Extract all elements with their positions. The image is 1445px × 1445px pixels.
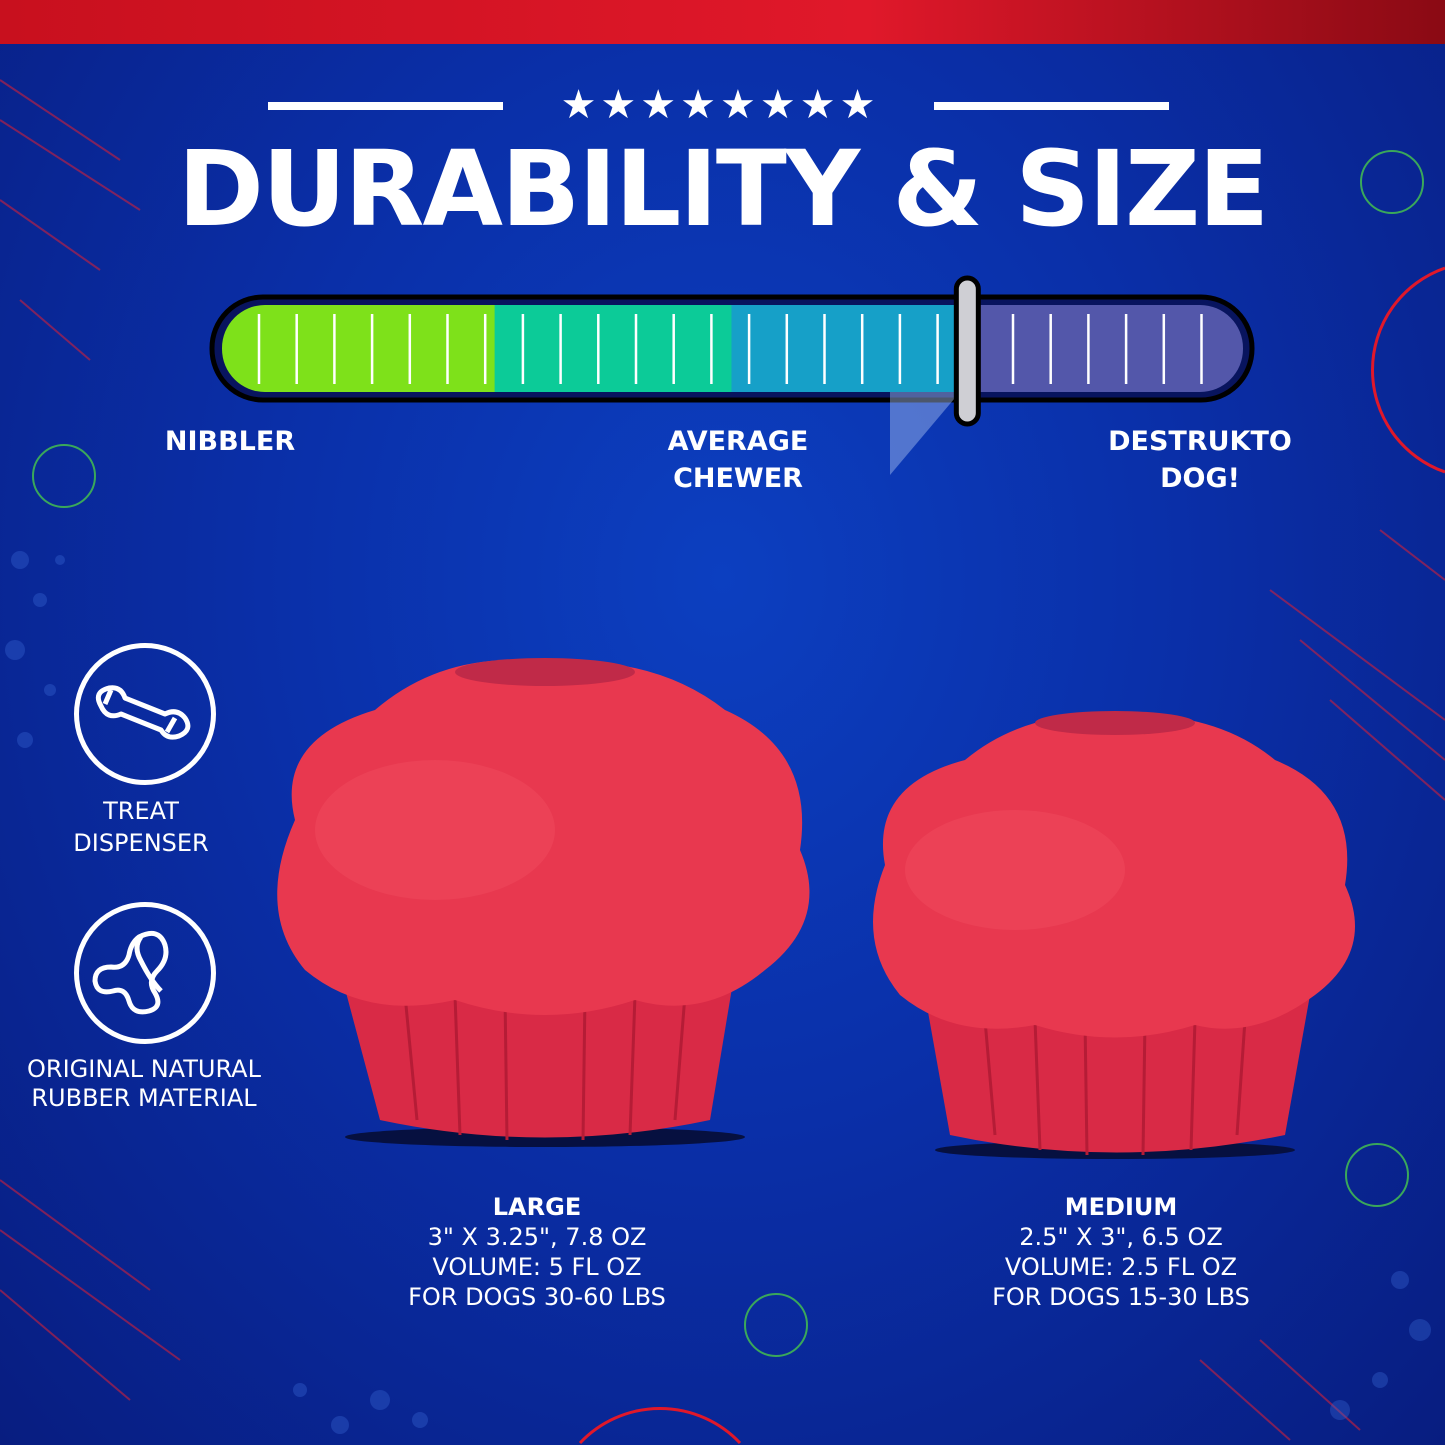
product-image-large-cupcake — [277, 658, 810, 1147]
feature-treat-dispenser: TREAT DISPENSER — [1, 795, 281, 859]
meter-segment — [969, 305, 1243, 392]
size-name: MEDIUM — [1064, 1193, 1178, 1221]
size-name: LARGE — [492, 1193, 582, 1221]
star-rating-icons: ★★★★★★★★ — [560, 82, 880, 128]
label-destrukto: DESTRUKTO — [1108, 426, 1292, 457]
feature-natural-rubber: ORIGINAL NATURAL RUBBER MATERIAL — [4, 1055, 284, 1113]
label-destrukto-dog: DESTRUKTO DOG! — [1070, 423, 1330, 497]
top-red-bar — [0, 0, 1445, 44]
rubber-band-icon — [74, 902, 216, 1044]
title-rule-left — [268, 102, 503, 110]
durability-meter — [209, 275, 1255, 475]
feature-line: TREAT — [103, 797, 179, 825]
size-volume: VOLUME: 2.5 FL OZ — [1004, 1253, 1238, 1281]
meter-segment — [494, 305, 733, 392]
size-dimensions: 2.5" X 3", 6.5 OZ — [1019, 1223, 1223, 1251]
feature-line: DISPENSER — [73, 829, 209, 857]
size-volume: VOLUME: 5 FL OZ — [432, 1253, 642, 1281]
label-nibbler: NIBBLER — [164, 426, 296, 457]
feature-line: RUBBER MATERIAL — [31, 1084, 257, 1112]
feature-line: ORIGINAL NATURAL — [27, 1055, 261, 1083]
label-average: AVERAGE — [667, 426, 809, 457]
meter-segment — [731, 305, 971, 392]
page-title: DURABILITY & SIZE — [177, 128, 1270, 250]
meter-segment — [222, 305, 496, 392]
title-rule-right — [934, 102, 1169, 110]
label-dog: DOG! — [1160, 463, 1240, 494]
size-dog-weight: FOR DOGS 15-30 LBS — [992, 1283, 1250, 1311]
meter-handle — [953, 275, 981, 427]
product-image-medium-cupcake — [873, 711, 1355, 1159]
size-large-specs: LARGE 3" X 3.25", 7.8 OZ VOLUME: 5 FL OZ… — [327, 1192, 747, 1312]
label-chewer: CHEWER — [673, 463, 803, 494]
size-dimensions: 3" X 3.25", 7.8 OZ — [427, 1223, 647, 1251]
size-medium-specs: MEDIUM 2.5" X 3", 6.5 OZ VOLUME: 2.5 FL … — [911, 1192, 1331, 1312]
label-average-chewer: AVERAGE CHEWER — [608, 423, 868, 497]
size-dog-weight: FOR DOGS 30-60 LBS — [408, 1283, 666, 1311]
bone-icon — [74, 643, 216, 785]
